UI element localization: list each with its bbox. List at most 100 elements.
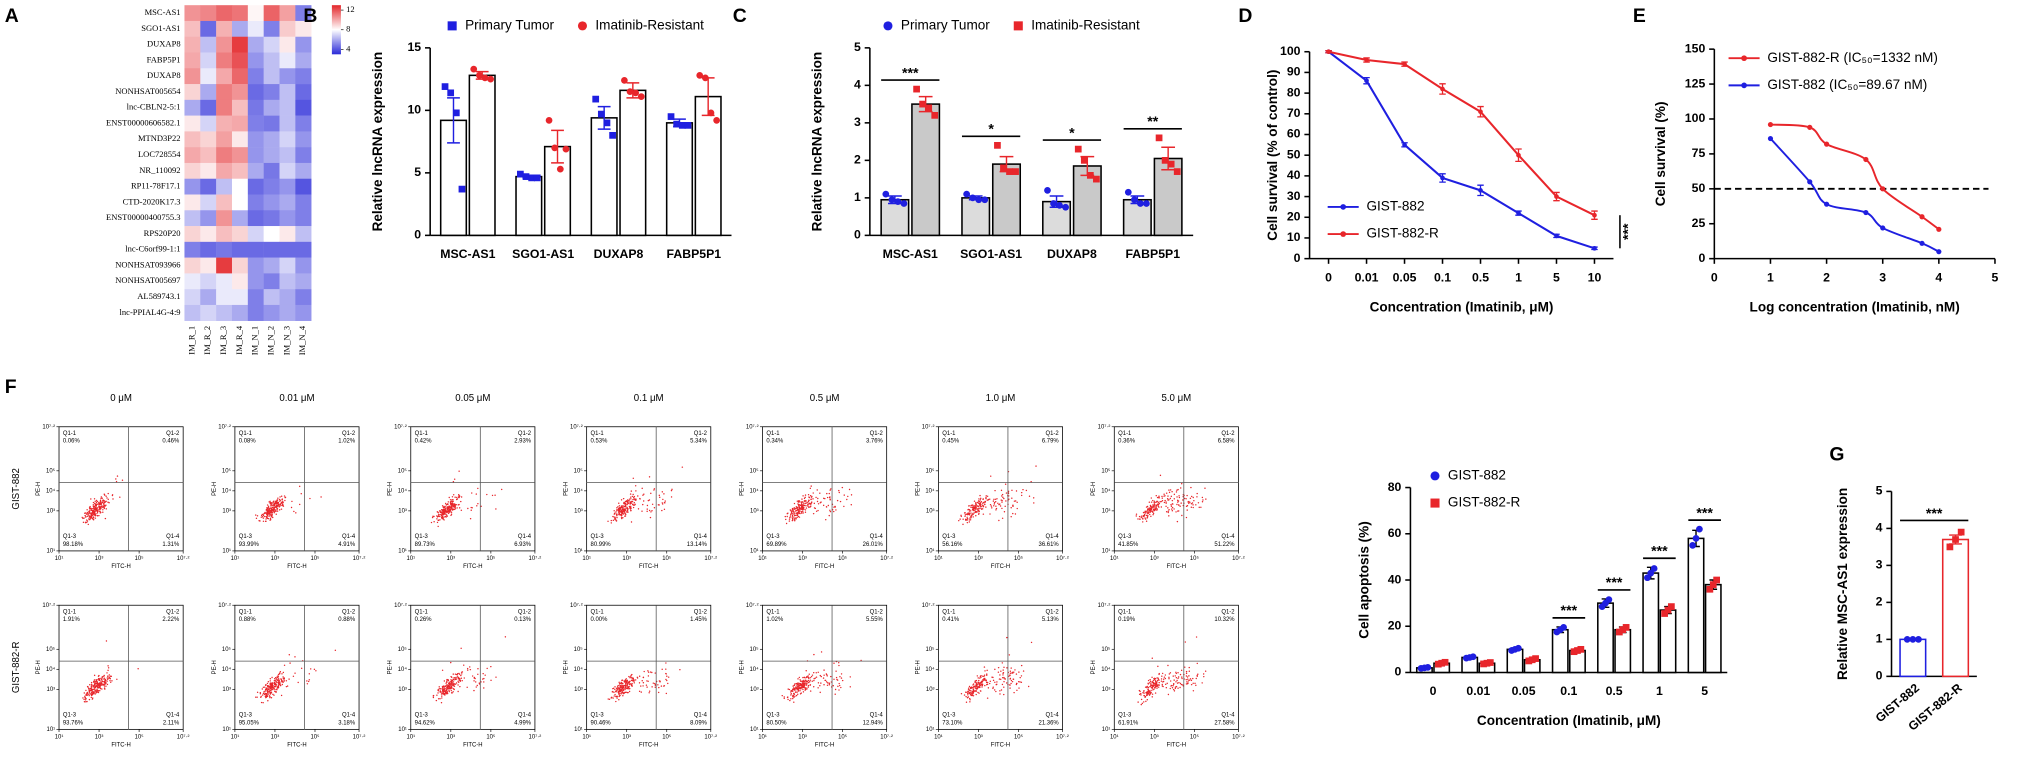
heat-cell [295,99,312,116]
event-dot [980,501,983,503]
event-dot [284,499,286,502]
event-dot [671,488,673,491]
event-dot [1014,500,1017,502]
event-dot [437,692,439,694]
event-dot [820,675,822,678]
event-dot [267,700,269,702]
event-dot [269,687,272,690]
data-point [1514,644,1522,652]
event-dot [454,673,457,675]
data-point [1074,145,1082,153]
event-dot [654,672,656,674]
event-dot [639,498,641,500]
event-dot [469,666,471,668]
event-dot [789,515,792,517]
event-dot [978,685,981,687]
event-dot [1163,676,1166,678]
event-dot [455,503,457,506]
event-dot [274,510,276,513]
heat-cell [263,273,280,290]
event-dot [795,689,797,691]
event-dot [974,506,976,508]
event-dot [796,691,798,693]
event-dot [965,519,967,521]
x-tick-label: 10⁷·² [1056,734,1069,741]
event-dot [796,506,799,509]
x-axis-label: FITC-H [639,564,658,570]
event-dot [87,687,90,690]
event-dot [630,510,632,512]
event-dot [267,510,270,513]
heat-cell [247,52,264,69]
event-dot [90,696,92,699]
event-dot [93,498,96,500]
y-tick-label: 80 [1287,85,1301,99]
legend-label: Primary Tumor [901,17,990,32]
x-tick-label: 10⁷·² [529,734,542,741]
y-tick-label: 0 [854,228,861,242]
event-dot [803,508,805,511]
event-dot [1001,507,1003,510]
x-tick-label: 10¹ [758,556,767,562]
event-dot [985,506,987,508]
event-dot [802,688,804,691]
legend-marker [447,21,457,31]
event-dot [820,682,822,684]
event-dot [450,684,452,686]
event-dot [102,499,104,501]
event-dot [1152,512,1155,515]
event-dot [1019,676,1021,679]
event-dot [271,514,273,516]
event-dot [1165,501,1167,503]
x-tick-label: DUXAP8 [594,247,644,261]
event-dot [994,498,997,501]
y-tick-label: 10¹ [222,548,231,554]
event-dot [1011,680,1014,683]
event-dot [1186,682,1189,685]
event-dot [1009,677,1012,680]
heat-cell [231,241,249,258]
event-dot [438,514,440,516]
event-dot [982,513,985,515]
data-point [1619,626,1627,634]
event-dot [89,687,91,690]
event-dot [643,493,645,495]
event-dot [469,518,472,520]
y-tick-label: 10⁵ [750,467,760,474]
event-dot [447,512,450,515]
y-tick-label: 10⁴ [1101,666,1111,673]
event-dot [982,679,984,681]
event-dot [1173,508,1175,510]
event-dot [791,514,794,517]
event-dot [823,684,825,686]
event-dot [1143,690,1145,692]
event-dot [638,690,641,693]
event-dot [968,697,971,700]
event-dot [477,668,479,670]
data-point [888,196,896,204]
event-dot [1173,679,1175,681]
event-dot [1003,686,1005,688]
event-dot [112,498,114,500]
row-label: lnc-C6orf99-1:1 [125,244,180,254]
event-dot [274,688,276,691]
legend-label: GIST-882-R [1448,495,1521,510]
event-dot [1185,498,1187,500]
event-dot [281,673,283,675]
event-dot [273,510,275,512]
quadrant-percent: 4.91% [338,542,356,548]
event-dot [964,514,967,516]
y-axis-label: PE-H [915,660,921,674]
event-dot [1179,686,1181,689]
event-dot [1204,487,1206,489]
x-tick-label: SGO1-AS1 [960,247,1022,261]
event-dot [630,496,632,498]
quadrant-name: Q1-2 [1045,431,1058,437]
event-dot [444,506,446,508]
event-dot [969,701,971,703]
quadrant-percent: 56.16% [942,542,963,548]
event-dot [1164,677,1167,680]
event-dot [1147,511,1150,513]
event-dot [442,691,445,693]
quadrant-name: Q1-4 [518,534,532,540]
